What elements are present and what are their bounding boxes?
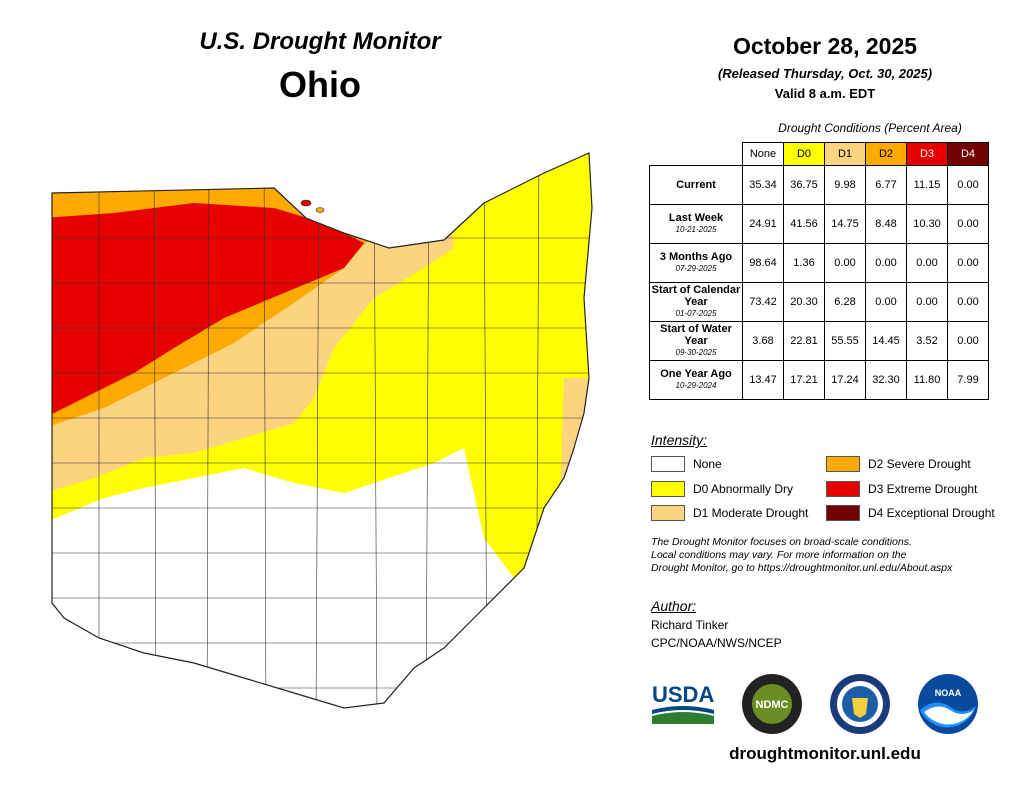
svg-text:USDA: USDA — [652, 682, 714, 707]
table-cell: 11.80 — [906, 360, 948, 400]
note-line: The Drought Monitor focuses on broad-sca… — [651, 536, 912, 548]
legend-item-d1: D1 Moderate Drought — [651, 505, 808, 521]
noaa-logo: NOAA — [918, 674, 978, 734]
table-cell: 17.24 — [824, 360, 866, 400]
release-date: (Released Thursday, Oct. 30, 2025) — [717, 66, 933, 81]
table-cell: 1.36 — [783, 243, 825, 283]
legend-item-none: None — [651, 456, 722, 472]
intensity-title: Intensity: — [651, 432, 708, 448]
author-org: CPC/NOAA/NWS/NCEP — [651, 636, 782, 650]
table-row: Start of Water Year 09-30-2025 3.68 22.81… — [649, 321, 989, 361]
legend-item-d2: D2 Severe Drought — [826, 456, 971, 472]
table-cell: 0.00 — [824, 243, 866, 283]
row-label: Start of Water Year 09-30-2025 — [649, 321, 743, 361]
table-cell: 0.00 — [865, 243, 907, 283]
table-caption: Drought Conditions (Percent Area) — [778, 121, 962, 135]
legend-swatch — [826, 505, 860, 521]
table-cell: 14.45 — [865, 321, 907, 361]
table-cell: 0.00 — [947, 204, 989, 244]
table-cell: 0.00 — [947, 243, 989, 283]
note-line: Drought Monitor, go to https://droughtmo… — [651, 562, 953, 574]
table-row: Current 35.34 36.75 9.98 6.77 11.15 0.00 — [649, 165, 989, 205]
legend-item-d4: D4 Exceptional Drought — [826, 505, 995, 521]
table-cell: 10.30 — [906, 204, 948, 244]
table-row: 3 Months Ago 07-29-2025 98.64 1.36 0.00 0… — [649, 243, 989, 283]
author-title: Author: — [651, 598, 697, 614]
state-name: Ohio — [279, 64, 361, 105]
table-cell: 35.34 — [742, 165, 784, 205]
col-header-d1: D1 — [824, 142, 866, 166]
svg-text:NOAA: NOAA — [935, 688, 962, 698]
col-header-d2: D2 — [865, 142, 907, 166]
table-cell: 73.42 — [742, 282, 784, 322]
valid-time: Valid 8 a.m. EDT — [774, 86, 876, 101]
note-line: Local conditions may vary. For more info… — [651, 549, 907, 561]
col-header-d3: D3 — [906, 142, 948, 166]
table-cell: 0.00 — [906, 243, 948, 283]
nws-seal-logo — [830, 674, 890, 734]
table-cell: 0.00 — [947, 165, 989, 205]
legend-swatch — [651, 505, 685, 521]
row-label: One Year Ago 10-29-2024 — [649, 360, 743, 400]
col-header-d0: D0 — [783, 142, 825, 166]
row-label: 3 Months Ago 07-29-2025 — [649, 243, 743, 283]
table-cell: 36.75 — [783, 165, 825, 205]
table-cell: 24.91 — [742, 204, 784, 244]
table-cell: 0.00 — [947, 282, 989, 322]
map-date: October 28, 2025 — [732, 33, 918, 59]
table-cell: 55.55 — [824, 321, 866, 361]
table-cell: 32.30 — [865, 360, 907, 400]
legend-label: D1 Moderate Drought — [693, 506, 809, 520]
table-cell: 0.00 — [906, 282, 948, 322]
table-cell: 9.98 — [824, 165, 866, 205]
legend-swatch — [826, 456, 860, 472]
table-cell: 41.56 — [783, 204, 825, 244]
table-row: Last Week 10-21-2025 24.91 41.56 14.75 8.… — [649, 204, 989, 244]
table-cell: 17.21 — [783, 360, 825, 400]
col-header-none: None — [742, 142, 784, 166]
table-cell: 6.77 — [865, 165, 907, 205]
map-title: U.S. Drought Monitor — [199, 28, 441, 55]
col-header-d4: D4 — [947, 142, 989, 166]
table-corner — [650, 143, 743, 166]
table-cell: 6.28 — [824, 282, 866, 322]
legend-label: None — [693, 457, 722, 471]
table-cell: 98.64 — [742, 243, 784, 283]
ndmc-logo: NDMC — [742, 674, 802, 734]
table-cell: 20.30 — [783, 282, 825, 322]
disclaimer-note: The Drought Monitor focuses on broad-sca… — [651, 536, 1011, 575]
legend-swatch — [651, 481, 685, 497]
legend-swatch — [826, 481, 860, 497]
usda-logo: USDA — [652, 682, 714, 724]
table-cell: 13.47 — [742, 360, 784, 400]
footer-url: droughtmonitor.unl.edu — [729, 744, 921, 763]
legend-label: D0 Abnormally Dry — [693, 482, 794, 496]
table-row: One Year Ago 10-29-2024 13.47 17.21 17.24… — [649, 360, 989, 400]
row-label: Start of Calendar Year 01-07-2025 — [649, 282, 743, 322]
legend-label: D3 Extreme Drought — [868, 482, 978, 496]
table-cell: 3.52 — [906, 321, 948, 361]
row-label: Last Week 10-21-2025 — [649, 204, 743, 244]
legend-swatch — [651, 456, 685, 472]
author-name: Richard Tinker — [651, 618, 729, 632]
table-cell: 11.15 — [906, 165, 948, 205]
table-cell: 3.68 — [742, 321, 784, 361]
table-cell: 22.81 — [783, 321, 825, 361]
row-label: Current — [649, 165, 743, 205]
table-cell: 8.48 — [865, 204, 907, 244]
drought-conditions-table: None D0 D1 D2 D3 D4 Current 35.34 36.75 … — [649, 142, 989, 400]
table-cell: 0.00 — [865, 282, 907, 322]
table-cell: 7.99 — [947, 360, 989, 400]
ohio-drought-map — [51, 152, 593, 709]
legend-label: D2 Severe Drought — [868, 457, 971, 471]
svg-text:NDMC: NDMC — [756, 699, 789, 711]
table-row: Start of Calendar Year 01-07-2025 73.42 2… — [649, 282, 989, 322]
legend-label: D4 Exceptional Drought — [868, 506, 995, 520]
legend-item-d0: D0 Abnormally Dry — [651, 481, 793, 497]
table-cell: 14.75 — [824, 204, 866, 244]
table-header-row: None D0 D1 D2 D3 D4 — [650, 142, 989, 166]
table-cell: 0.00 — [947, 321, 989, 361]
legend-item-d3: D3 Extreme Drought — [826, 481, 977, 497]
